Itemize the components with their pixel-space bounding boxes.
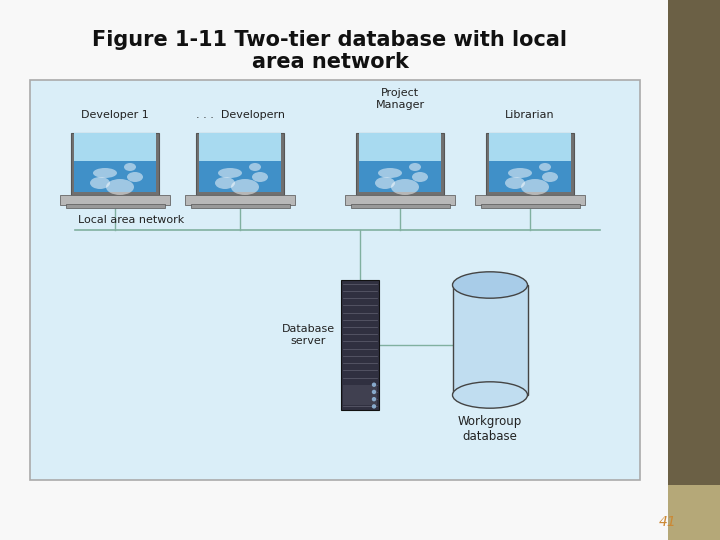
Ellipse shape — [90, 177, 110, 189]
Ellipse shape — [452, 382, 528, 408]
Ellipse shape — [391, 179, 419, 195]
Text: Project
Manager: Project Manager — [375, 89, 425, 110]
Ellipse shape — [124, 163, 136, 171]
Text: Local area network: Local area network — [78, 215, 184, 225]
FancyBboxPatch shape — [185, 195, 295, 205]
Ellipse shape — [127, 172, 143, 182]
Ellipse shape — [93, 168, 117, 178]
Ellipse shape — [106, 179, 134, 195]
Bar — [359, 161, 441, 192]
Bar — [66, 204, 164, 208]
FancyBboxPatch shape — [196, 133, 284, 195]
Bar — [30, 80, 640, 480]
Ellipse shape — [218, 168, 242, 178]
Circle shape — [372, 397, 376, 401]
Ellipse shape — [231, 179, 259, 195]
Bar — [343, 385, 377, 405]
Ellipse shape — [542, 172, 558, 182]
Ellipse shape — [409, 163, 421, 171]
Circle shape — [372, 383, 376, 386]
Bar — [199, 161, 281, 192]
Ellipse shape — [375, 177, 395, 189]
Bar — [191, 204, 289, 208]
FancyBboxPatch shape — [71, 133, 159, 195]
Bar — [452, 285, 528, 395]
Bar — [351, 204, 449, 208]
Text: area network: area network — [251, 52, 408, 72]
Text: Figure 1-11 Two-tier database with local: Figure 1-11 Two-tier database with local — [92, 30, 567, 50]
Text: 41: 41 — [659, 515, 677, 529]
Bar — [341, 280, 379, 410]
FancyBboxPatch shape — [356, 133, 444, 195]
Text: Developer 1: Developer 1 — [81, 110, 149, 120]
Bar — [668, 485, 720, 540]
Bar — [668, 0, 720, 540]
Circle shape — [372, 405, 376, 408]
Bar — [74, 133, 156, 161]
Bar — [489, 133, 571, 161]
Ellipse shape — [252, 172, 268, 182]
Text: Database
server: Database server — [282, 324, 335, 346]
Bar — [74, 161, 156, 192]
Text: Librarian: Librarian — [505, 110, 555, 120]
Bar — [199, 133, 281, 161]
Ellipse shape — [215, 177, 235, 189]
Ellipse shape — [539, 163, 551, 171]
Circle shape — [372, 390, 376, 394]
Text: . . .  Developern: . . . Developern — [196, 110, 284, 120]
Ellipse shape — [452, 272, 528, 298]
FancyBboxPatch shape — [60, 195, 170, 205]
FancyBboxPatch shape — [486, 133, 574, 195]
FancyBboxPatch shape — [475, 195, 585, 205]
FancyBboxPatch shape — [345, 195, 455, 205]
Bar — [480, 204, 580, 208]
Ellipse shape — [521, 179, 549, 195]
Ellipse shape — [505, 177, 525, 189]
Ellipse shape — [508, 168, 532, 178]
Text: Workgroup
database: Workgroup database — [458, 415, 522, 443]
Ellipse shape — [378, 168, 402, 178]
Ellipse shape — [412, 172, 428, 182]
Ellipse shape — [249, 163, 261, 171]
Bar — [359, 133, 441, 161]
Bar — [489, 161, 571, 192]
